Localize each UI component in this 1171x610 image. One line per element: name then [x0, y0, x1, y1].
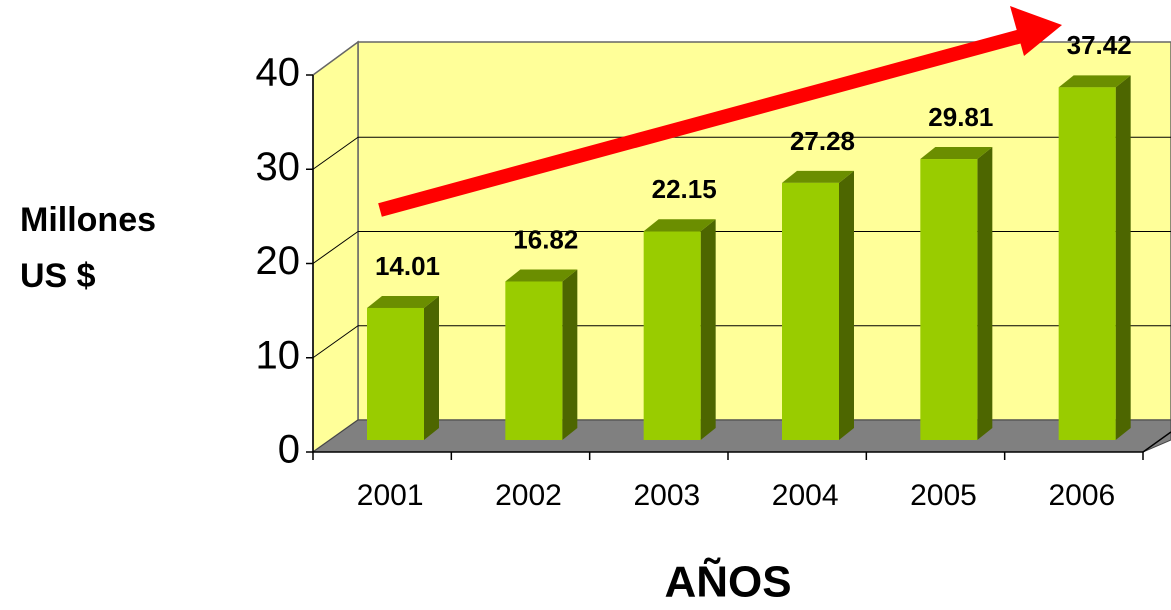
bar-side: [424, 295, 439, 440]
bar-front: [1058, 87, 1116, 440]
bar: [367, 295, 439, 440]
bar-top: [920, 147, 993, 160]
bar: [643, 219, 716, 440]
y-tick-label: 30: [256, 145, 301, 189]
bars: [367, 75, 1131, 441]
value-label: 22.15: [652, 174, 717, 204]
y-tick-label: 10: [256, 333, 301, 377]
grid-line: [312, 231, 359, 264]
value-label: 37.42: [1067, 30, 1132, 60]
bar: [782, 170, 854, 441]
grid-line: [312, 136, 359, 170]
x-tick-label: 2003: [633, 479, 700, 512]
x-tick-label: 2006: [1048, 479, 1115, 512]
bar-top: [505, 269, 578, 282]
bar-side: [562, 269, 578, 440]
bar-front: [367, 307, 424, 440]
bar-top: [643, 219, 716, 232]
bar-front: [505, 281, 563, 440]
y-axis-label: Millones: [20, 201, 156, 239]
x-tick-label: 2002: [495, 479, 562, 512]
x-tick-label: 2004: [772, 479, 839, 512]
bar: [1058, 75, 1131, 440]
floor: [311, 419, 1171, 453]
bar-top: [367, 295, 439, 308]
trend-arrow: [378, 6, 1062, 217]
value-label: 29.81: [928, 102, 993, 132]
y-tick-label: 20: [256, 239, 301, 283]
bar-top: [782, 170, 854, 183]
grid-line: [312, 325, 359, 359]
bar-side: [839, 170, 854, 441]
grid: [312, 136, 1171, 359]
bar-side: [1115, 75, 1131, 440]
y-axis-label: US $: [20, 257, 96, 295]
bar-front: [782, 182, 839, 441]
x-axis-label: AÑOS: [664, 557, 791, 607]
bar-side: [700, 219, 716, 440]
value-label: 27.28: [790, 126, 855, 156]
value-label: 16.82: [513, 224, 578, 254]
bar-side: [977, 147, 993, 440]
x-tick-label: 2005: [910, 479, 977, 512]
value-label: 14.01: [375, 251, 440, 281]
bar-front: [920, 159, 978, 440]
floor-edge: [1142, 431, 1171, 453]
bar-top: [1058, 75, 1131, 88]
bar: [505, 269, 578, 440]
y-tick-label: 40: [256, 51, 301, 95]
bar-front: [643, 231, 701, 440]
y-tick-label: 0: [278, 428, 300, 472]
x-tick-label: 2001: [357, 479, 424, 512]
bar: [920, 147, 993, 440]
